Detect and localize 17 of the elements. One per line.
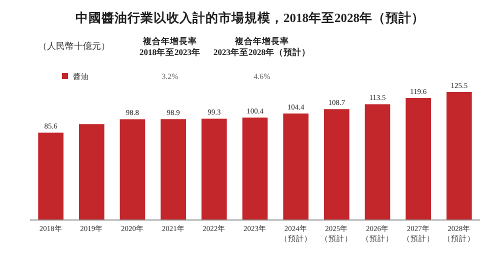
bar xyxy=(324,109,350,220)
bar xyxy=(406,98,431,220)
bar xyxy=(364,104,390,220)
text: 複合年增長率 2023年至2028年（預計） xyxy=(214,36,310,57)
bar xyxy=(79,124,104,220)
text: 3.2% xyxy=(162,72,179,81)
bar xyxy=(283,114,308,220)
text: 4.6% xyxy=(254,72,271,81)
chart-title: 中國醬油行業以收入計的市場規模，2018年至2028年（預計） xyxy=(76,10,424,25)
y-axis-title: （人民幣十億元） xyxy=(38,41,110,51)
bar xyxy=(446,92,472,220)
bar xyxy=(38,132,64,220)
bar xyxy=(120,119,146,220)
text: 複合年增長率 2018年至2023年 xyxy=(140,36,200,57)
bar xyxy=(202,118,227,220)
bar xyxy=(160,119,186,220)
bar xyxy=(242,118,268,220)
